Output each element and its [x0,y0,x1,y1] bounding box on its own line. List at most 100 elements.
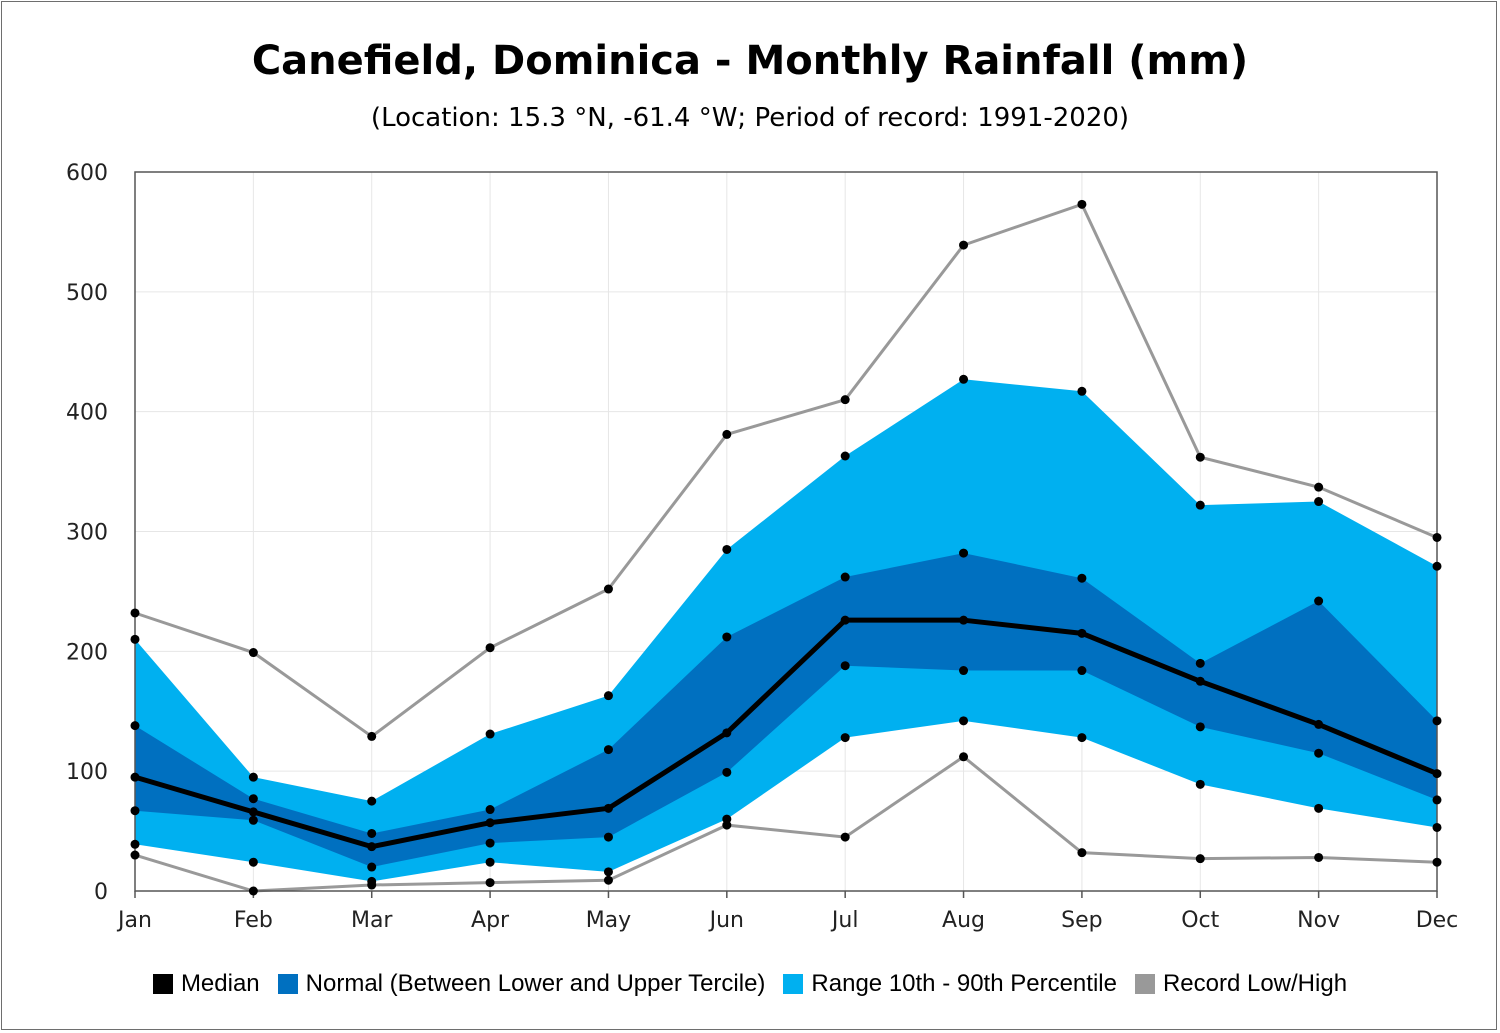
p90-point [485,729,495,739]
median-point [959,615,969,625]
record-high-point [840,395,850,405]
x-tick-label: Dec [1416,908,1459,933]
x-tick-label: Apr [471,908,510,933]
legend-label-normal: Normal (Between Lower and Upper Tercile) [305,970,766,997]
median-line [134,617,1438,850]
record-low-point [840,832,850,842]
median-point [1195,676,1205,686]
lower-tercile-point [722,767,732,777]
p10-point [959,716,969,726]
y-tick-label: 0 [94,880,108,905]
legend-swatch-record [1134,974,1155,994]
median-point [840,615,850,625]
x-tick-label: May [586,908,631,933]
y-tick-label: 400 [66,401,108,426]
record-low-point [959,752,969,762]
upper-tercile-point [1077,573,1087,583]
record-low-line [134,754,1438,893]
p10-point [1432,822,1442,832]
lower-tercile-point [1314,748,1324,758]
legend-label-record: Record Low/High [1162,970,1348,997]
record-high-point [367,731,377,741]
p10-point [1195,779,1205,789]
median-point [722,728,732,738]
upper-tercile-point [603,745,613,755]
x-tick-label: Nov [1297,908,1340,933]
p90-point [130,634,140,644]
legend-label-percentile: Range 10th - 90th Percentile [811,970,1117,997]
x-tick-label: Feb [234,908,273,933]
p90-point [603,691,613,701]
record-high-point [1314,482,1324,492]
p10-point [367,876,377,886]
upper-tercile-point [722,632,732,642]
record-low-point [248,886,258,896]
x-tick-label: Jul [830,908,859,933]
x-tick-label: Mar [351,908,393,933]
record-high-point [485,643,495,653]
lower-tercile-point [1432,795,1442,805]
median-point [1077,628,1087,638]
y-tick-label: 600 [66,161,108,186]
record-high-point [1195,452,1205,462]
p90-point [1077,386,1087,396]
median-point [367,842,377,852]
lower-tercile-point [248,815,258,825]
record-high-point [603,584,613,594]
p10-point [130,839,140,849]
median-point [485,818,495,828]
record-low-point [485,878,495,888]
record-low-point [1077,848,1087,858]
legend-item-normal: Normal (Between Lower and Upper Tercile) [277,970,766,998]
legend-swatch-normal [277,974,298,994]
upper-tercile-point [130,721,140,731]
x-tick-label: Oct [1181,908,1219,933]
median-point [130,772,140,782]
p90-point [722,544,732,554]
upper-tercile-point [248,794,258,804]
p90-point [248,772,258,782]
lower-tercile-point [1077,666,1087,676]
upper-tercile-point [959,548,969,558]
y-tick-label: 300 [66,521,108,546]
record-low-point [130,850,140,860]
upper-tercile-point [1432,716,1442,726]
legend-item-median: Median [152,970,260,998]
legend-item-record: Record Low/High [1134,970,1348,998]
y-tick-label: 100 [66,760,108,785]
record-low-point [603,875,613,885]
record-high-point [1432,532,1442,542]
record-high-point [248,648,258,658]
median-point [1314,719,1324,729]
lower-tercile-point [959,666,969,676]
legend-swatch-percentile [783,974,804,994]
median-point [603,803,613,813]
record-high-point [722,429,732,439]
upper-tercile-point [485,805,495,815]
p90-point [1195,500,1205,510]
lower-tercile-point [367,862,377,872]
record-high-point [130,608,140,618]
x-tick-label: Jan [116,908,152,933]
lower-tercile-point [485,838,495,848]
legend-swatch-median [152,974,173,994]
p90-point [840,451,850,461]
p90-point [959,374,969,384]
record-high-point [959,240,969,250]
p10-point [248,857,258,867]
median-point [1432,769,1442,779]
x-tick-label: Aug [942,908,985,933]
p10-point [485,857,495,867]
p90-point [367,796,377,806]
legend: Median Normal (Between Lower and Upper T… [0,970,1500,998]
record-low-point [1314,852,1324,862]
upper-tercile-point [840,572,850,582]
p10-point [722,814,732,824]
chart-title: Canefield, Dominica - Monthly Rainfall (… [251,38,1249,84]
normal-band [135,553,1437,868]
lower-tercile-point [130,806,140,816]
lower-tercile-point [840,661,850,671]
y-tick-label: 500 [66,281,108,306]
p90-point [1432,561,1442,571]
